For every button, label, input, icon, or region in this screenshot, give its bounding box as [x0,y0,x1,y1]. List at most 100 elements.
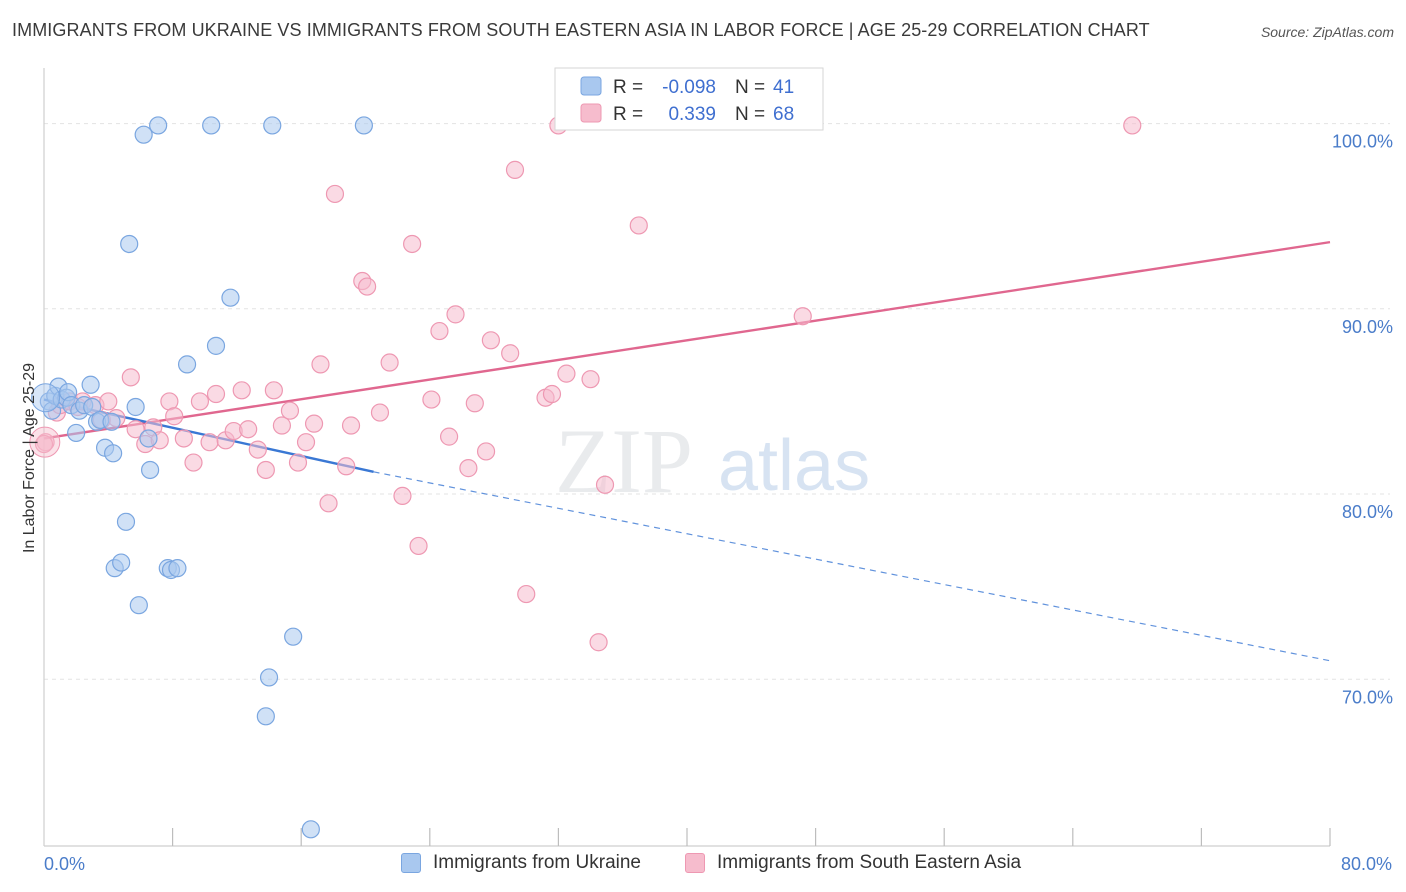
legend-r-label-sea: R = [613,104,643,125]
x-tick-label-max: 80.0% [1341,854,1392,874]
bottom-legend-item-ukraine: Immigrants from Ukraine [401,852,641,874]
point-sea [319,494,338,513]
grid-lines [44,123,1390,680]
point-sea [184,453,203,472]
watermark-zip: ZIP [555,410,693,512]
point-sea [793,307,812,326]
point-ukraine [81,375,100,394]
point-ukraine [149,116,168,135]
point-sea [165,407,184,426]
point-ukraine [221,288,240,307]
point-ukraine [126,397,145,417]
y-tick-label: 100.0% [1332,132,1393,152]
point-ukraine [67,423,86,443]
point-sea [126,420,145,439]
point-sea [264,381,283,400]
x-tick-label-min: 0.0% [44,854,85,874]
point-sea [272,416,292,435]
legend-n-value-sea: 68 [773,104,794,125]
y-axis-label: In Labor Force | Age 25-29 [21,363,38,553]
point-ukraine [177,355,197,374]
point-sea [190,392,210,411]
point-ukraine [206,336,226,355]
bottom-legend-swatch-sea [685,853,705,873]
point-sea [200,433,219,452]
trend-line-sea [43,240,1331,440]
point-ukraine-cluster [31,383,61,413]
data-points [29,116,1142,839]
legend-r-value-ukraine: -0.098 [662,77,716,98]
legend-n-value-ukraine: 41 [773,77,794,98]
legend-box: R = -0.098 N = 41 R = 0.339 N = 68 [554,67,824,131]
point-sea [422,390,441,409]
point-sea [581,370,600,389]
point-ukraine [134,125,153,144]
watermark-atlas: atlas [718,426,870,506]
legend-r-value-sea: 0.339 [668,104,716,125]
point-sea [358,277,377,296]
point-sea [1123,116,1142,135]
point-sea [589,633,608,652]
point-ukraine [284,627,303,646]
point-sea [459,459,478,478]
point-sea [232,381,251,400]
point-ukraine [120,234,139,254]
bottom-legend-label-ukraine: Immigrants from Ukraine [433,852,641,873]
legend-n-label-ukraine: N = [735,77,765,98]
point-sea [239,420,258,439]
bottom-legend-label-sea: Immigrants from South Eastern Asia [717,852,1022,873]
point-sea [439,427,459,446]
point-ukraine [102,412,121,431]
point-sea [542,384,562,404]
point-sea [296,433,316,452]
point-sea [595,475,615,494]
legend-swatch-ukraine [580,76,602,96]
point-sea [280,401,300,420]
point-sea [311,355,330,374]
point-ukraine [259,668,279,687]
point-ukraine [140,460,160,480]
point-sea [341,416,361,435]
point-sea [476,442,496,461]
point-sea [304,414,324,433]
point-sea [557,364,576,383]
point-ukraine [202,116,221,135]
y-tick-label: 70.0% [1342,687,1393,707]
bottom-legend: Immigrants from Ukraine Immigrants from … [0,852,1406,878]
point-sea [121,368,140,387]
point-sea [337,457,356,476]
point-sea [465,394,484,413]
point-sea [629,216,648,235]
point-sea [174,429,193,448]
point-sea [517,584,536,604]
point-ukraine [139,429,158,448]
legend-n-label-sea: N = [735,104,765,125]
point-sea [380,353,399,372]
point-ukraine [116,512,136,531]
source-credit: Source: ZipAtlas.com [1260,24,1394,40]
point-sea [370,403,390,422]
bottom-legend-item-sea: Immigrants from South Eastern Asia [685,852,1021,874]
point-sea [505,160,525,179]
point-sea [34,434,54,454]
point-sea [481,331,500,350]
point-sea [430,321,449,341]
point-ukraine [256,707,275,726]
point-ukraine [104,444,123,463]
point-sea [99,392,118,411]
point-sea [501,344,520,363]
point-sea [288,453,308,472]
point-sea [393,486,412,505]
y-tick-label: 90.0% [1342,317,1393,337]
point-sea [256,460,275,480]
point-sea [206,384,226,404]
legend-r-label-ukraine: R = [613,77,643,98]
chart-title: IMMIGRANTS FROM UKRAINE VS IMMIGRANTS FR… [12,20,1150,40]
point-ukraine [301,820,320,839]
point-ukraine [263,116,282,135]
point-sea [325,184,345,204]
point-sea-cluster [29,426,61,458]
y-tick-label: 80.0% [1342,502,1393,522]
point-sea [409,536,428,556]
